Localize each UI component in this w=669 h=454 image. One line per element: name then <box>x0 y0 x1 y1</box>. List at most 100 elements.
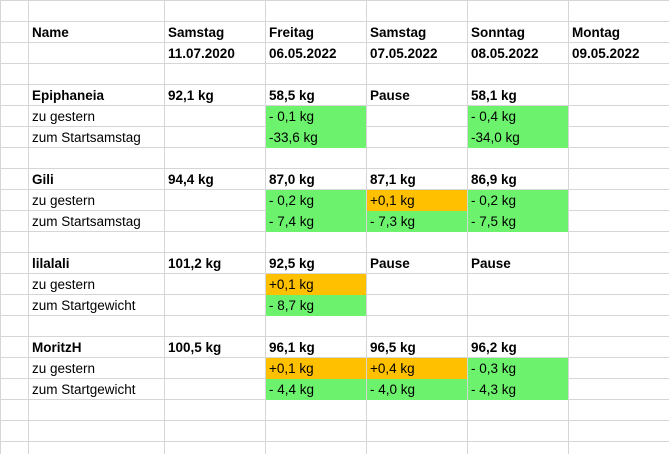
weight-cell[interactable]: 92,5 kg <box>269 256 315 271</box>
diff-cell[interactable] <box>165 274 265 295</box>
weight-cell[interactable]: 87,1 kg <box>370 172 416 187</box>
person-diff-row: zu gestern - 0,2 kg +0,1 kg - 0,2 kg <box>0 190 669 211</box>
grid-column-line <box>164 0 165 454</box>
start-diff-cell[interactable] <box>165 379 265 400</box>
start-diff-cell[interactable]: - 7,5 kg <box>468 211 568 232</box>
diff-cell[interactable] <box>165 190 265 211</box>
grid-column-line <box>467 0 468 454</box>
person-name-cell[interactable]: lilalali <box>32 256 70 271</box>
diff-cell[interactable]: - 0,4 kg <box>468 106 568 127</box>
weight-cell[interactable]: 58,5 kg <box>269 88 315 103</box>
start-diff-cell[interactable] <box>367 295 467 316</box>
grid-row-line <box>0 273 669 274</box>
start-diff-cell[interactable]: - 7,4 kg <box>266 211 366 232</box>
start-diff-cell[interactable] <box>367 127 467 148</box>
diff-cell[interactable]: +0,4 kg <box>367 358 467 379</box>
header-date-cell[interactable]: 11.07.2020 <box>168 46 235 61</box>
diff-cell[interactable] <box>569 190 669 211</box>
header-day-cell[interactable]: Samstag <box>168 25 225 40</box>
header-day-cell[interactable]: Montag <box>572 25 620 40</box>
start-diff-cell[interactable] <box>569 295 669 316</box>
grid-row-line <box>0 252 669 253</box>
person-name-cell[interactable]: Gili <box>32 172 54 187</box>
diff-cell[interactable] <box>165 358 265 379</box>
start-diff-cell[interactable] <box>165 127 265 148</box>
start-label-cell[interactable]: zum Startgewicht <box>32 382 136 397</box>
weight-cell[interactable]: 92,1 kg <box>168 88 214 103</box>
start-diff-cell[interactable] <box>165 211 265 232</box>
person-weight-row: Gili 94,4 kg 87,0 kg 87,1 kg 86,9 kg <box>0 169 669 190</box>
grid-row-line <box>0 0 669 1</box>
weight-cell[interactable] <box>569 169 669 190</box>
weight-cell[interactable] <box>569 85 669 106</box>
header-day-cell[interactable]: Freitag <box>269 25 315 40</box>
weight-cell[interactable]: 96,1 kg <box>269 340 315 355</box>
start-label-cell[interactable]: zum Startgewicht <box>32 298 136 313</box>
header-date-cell[interactable]: 06.05.2022 <box>269 46 337 61</box>
diff-cell[interactable] <box>569 274 669 295</box>
diff-cell[interactable] <box>165 106 265 127</box>
header-day-cell[interactable]: Sonntag <box>471 25 525 40</box>
start-diff-cell[interactable]: - 4,0 kg <box>367 379 467 400</box>
person-name-cell[interactable]: MoritzH <box>32 340 82 355</box>
person-name-cell[interactable]: Epiphaneia <box>32 88 105 103</box>
grid-row-line <box>0 441 669 442</box>
weight-cell[interactable]: 96,2 kg <box>471 340 517 355</box>
diff-cell[interactable]: +0,1 kg <box>266 274 366 295</box>
weight-cell[interactable]: 101,2 kg <box>168 256 222 271</box>
start-diff-cell[interactable]: - 4,3 kg <box>468 379 568 400</box>
diff-cell[interactable] <box>569 106 669 127</box>
weight-cell[interactable]: 58,1 kg <box>471 88 517 103</box>
start-diff-cell[interactable]: - 8,7 kg <box>266 295 366 316</box>
diff-label-cell[interactable]: zu gestern <box>32 109 96 124</box>
person-diff-row: zu gestern +0,1 kg +0,4 kg - 0,3 kg <box>0 358 669 379</box>
header-date-cell[interactable]: 09.05.2022 <box>572 46 640 61</box>
diff-cell[interactable]: - 0,1 kg <box>266 106 366 127</box>
start-diff-cell[interactable] <box>569 379 669 400</box>
diff-cell[interactable] <box>468 274 568 295</box>
header-date-cell[interactable]: 07.05.2022 <box>370 46 438 61</box>
start-diff-cell[interactable] <box>569 127 669 148</box>
diff-cell[interactable]: +0,1 kg <box>367 190 467 211</box>
diff-label-cell[interactable]: zu gestern <box>32 193 96 208</box>
diff-cell[interactable] <box>367 106 467 127</box>
weight-cell[interactable]: Pause <box>370 88 410 103</box>
weight-cell[interactable]: 86,9 kg <box>471 172 517 187</box>
weight-cell[interactable]: 100,5 kg <box>168 340 222 355</box>
grid-column-line <box>366 0 367 454</box>
diff-label-cell[interactable]: zu gestern <box>32 361 96 376</box>
diff-cell[interactable]: - 0,3 kg <box>468 358 568 379</box>
header-day-cell[interactable]: Samstag <box>370 25 427 40</box>
diff-label-cell[interactable]: zu gestern <box>32 277 96 292</box>
start-label-cell[interactable]: zum Startsamstag <box>32 214 141 229</box>
weight-cell[interactable]: 96,5 kg <box>370 340 416 355</box>
diff-cell[interactable] <box>569 358 669 379</box>
start-diff-cell[interactable] <box>165 295 265 316</box>
weight-cell[interactable]: 87,0 kg <box>269 172 315 187</box>
start-diff-cell[interactable]: -33,6 kg <box>266 127 366 148</box>
weight-cell[interactable] <box>569 253 669 274</box>
diff-cell[interactable] <box>367 274 467 295</box>
diff-cell[interactable]: +0,1 kg <box>266 358 366 379</box>
diff-cell[interactable]: - 0,2 kg <box>266 190 366 211</box>
weight-cell[interactable]: 94,4 kg <box>168 172 214 187</box>
person-start-row: zum Startgewicht - 8,7 kg <box>0 295 669 316</box>
person-weight-row: Epiphaneia 92,1 kg 58,5 kg Pause 58,1 kg <box>0 85 669 106</box>
start-diff-cell[interactable]: - 4,4 kg <box>266 379 366 400</box>
diff-cell[interactable]: - 0,2 kg <box>468 190 568 211</box>
weight-cell[interactable]: Pause <box>471 256 511 271</box>
start-diff-cell[interactable]: - 7,3 kg <box>367 211 467 232</box>
person-weight-row: MoritzH 100,5 kg 96,1 kg 96,5 kg 96,2 kg <box>0 337 669 358</box>
start-label-cell[interactable]: zum Startsamstag <box>32 130 141 145</box>
start-diff-cell[interactable]: -34,0 kg <box>468 127 568 148</box>
weight-cell[interactable] <box>569 337 669 358</box>
weight-cell[interactable]: Pause <box>370 256 410 271</box>
start-diff-cell[interactable] <box>468 295 568 316</box>
header-name-cell[interactable]: Name <box>32 25 69 40</box>
header-row-dates: 11.07.2020 06.05.2022 07.05.2022 08.05.2022… <box>0 43 669 64</box>
header-date-cell[interactable]: 08.05.2022 <box>471 46 539 61</box>
start-diff-cell[interactable] <box>569 211 669 232</box>
grid-row-line <box>0 42 669 43</box>
grid-row-line <box>0 105 669 106</box>
